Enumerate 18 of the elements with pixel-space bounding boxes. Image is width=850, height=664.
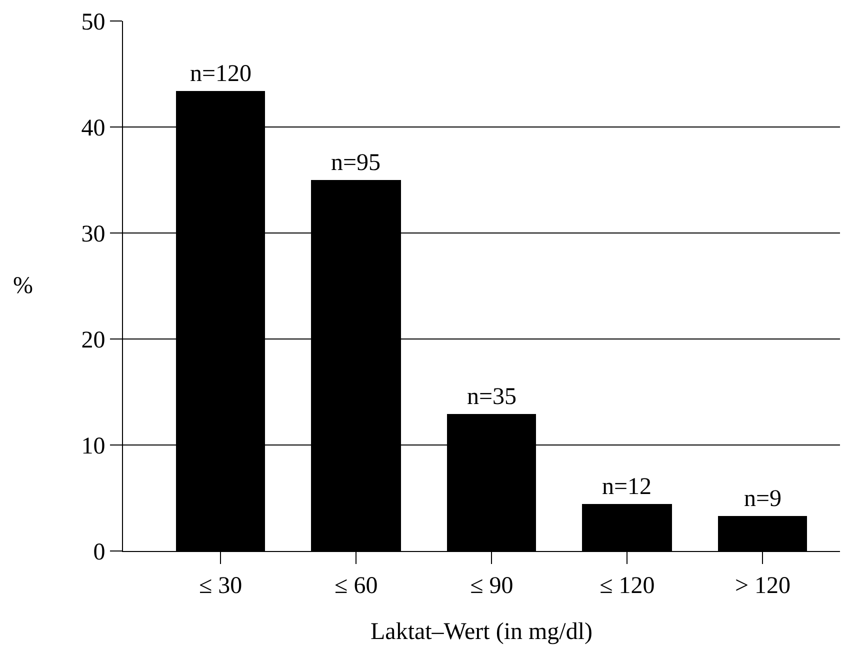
annotation: n=120 <box>190 61 252 87</box>
y-tick-label: 30 <box>81 221 106 248</box>
annotation: n=12 <box>602 474 652 500</box>
y-tick-label: 50 <box>81 9 106 36</box>
x-tick-label: ≤ 90 <box>470 572 514 599</box>
x-tick-label: ≤ 120 <box>600 572 655 599</box>
x-tick-label: ≤ 60 <box>334 572 378 599</box>
annotation: n=35 <box>467 384 517 410</box>
y-tick-label: 40 <box>81 115 106 142</box>
annotation: n=95 <box>331 150 381 176</box>
x-tick-label: > 120 <box>734 572 791 599</box>
x-tick-label: ≤ 30 <box>199 572 242 599</box>
y-tick-label: 0 <box>93 539 106 566</box>
y-tick-label: 20 <box>81 327 106 354</box>
y-tick-label: 10 <box>81 433 106 460</box>
y-axis-title: % <box>13 273 33 299</box>
annotation: n=9 <box>744 486 782 512</box>
x-axis-title: Laktat–Wert (in mg/dl) <box>370 619 592 646</box>
